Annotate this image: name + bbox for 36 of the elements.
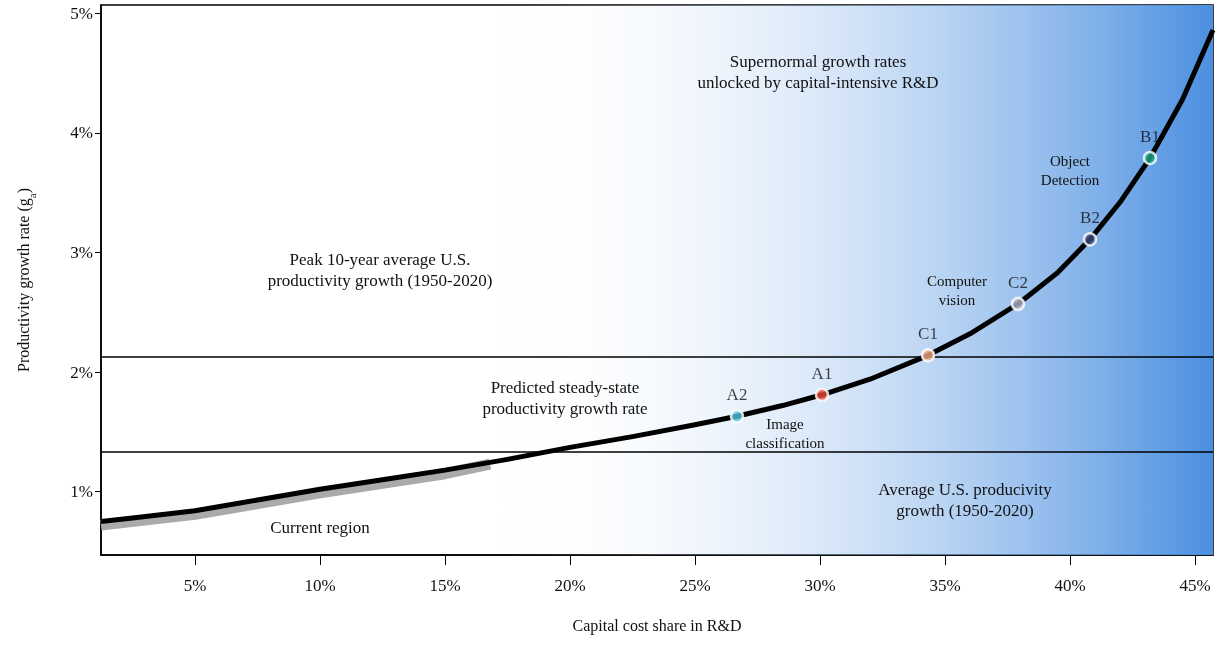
y-axis-title: Productivity growth rate (ga) <box>14 188 38 372</box>
x-tick-label: 5% <box>183 576 207 595</box>
x-axis-title: Capital cost share in R&D <box>572 616 742 635</box>
annotation: Predicted steady-state productivity growth rate <box>482 378 648 418</box>
x-tick-label: 10% <box>304 576 336 595</box>
y-tick-label: 5% <box>70 3 93 23</box>
series-label: C1 <box>918 324 938 344</box>
x-tick-label: 45% <box>1179 576 1211 595</box>
series-label: A2 <box>726 385 748 405</box>
point <box>1082 232 1098 247</box>
y-tick-label: 1% <box>70 482 93 502</box>
point <box>1142 150 1158 166</box>
y-tick-label: 2% <box>70 362 93 382</box>
y-tick-label: 3% <box>70 243 93 262</box>
series-label: B1 <box>1140 126 1160 146</box>
annotation: Supernormal growth rates unlocked by capital-intensive R&D <box>697 52 939 92</box>
x-tick-label: 20% <box>554 576 586 595</box>
point <box>814 387 830 403</box>
x-tick-label: 30% <box>804 576 836 595</box>
annotation: Computer vision <box>927 272 987 308</box>
annotation: Average U.S. producivity growth (1950-2020) <box>878 480 1053 520</box>
annotation: Image classification <box>745 415 826 451</box>
point <box>1010 296 1026 312</box>
series-label: A1 <box>811 363 833 383</box>
x-tick-label: 15% <box>429 576 461 595</box>
annotation: Peak 10-year average U.S. productivity growth (1950-2020) <box>267 250 493 290</box>
series-label: C2 <box>1008 272 1028 292</box>
annotation: Object Detection <box>1040 152 1100 188</box>
x-tick-label: 35% <box>929 576 961 595</box>
y-tick-label: 4% <box>70 123 93 143</box>
series-label: B2 <box>1080 208 1100 228</box>
point <box>920 348 936 363</box>
x-tick-label: 40% <box>1054 576 1086 595</box>
x-tick-label: 25% <box>679 576 711 595</box>
point <box>729 409 745 424</box>
annotation: Current region <box>270 517 371 537</box>
